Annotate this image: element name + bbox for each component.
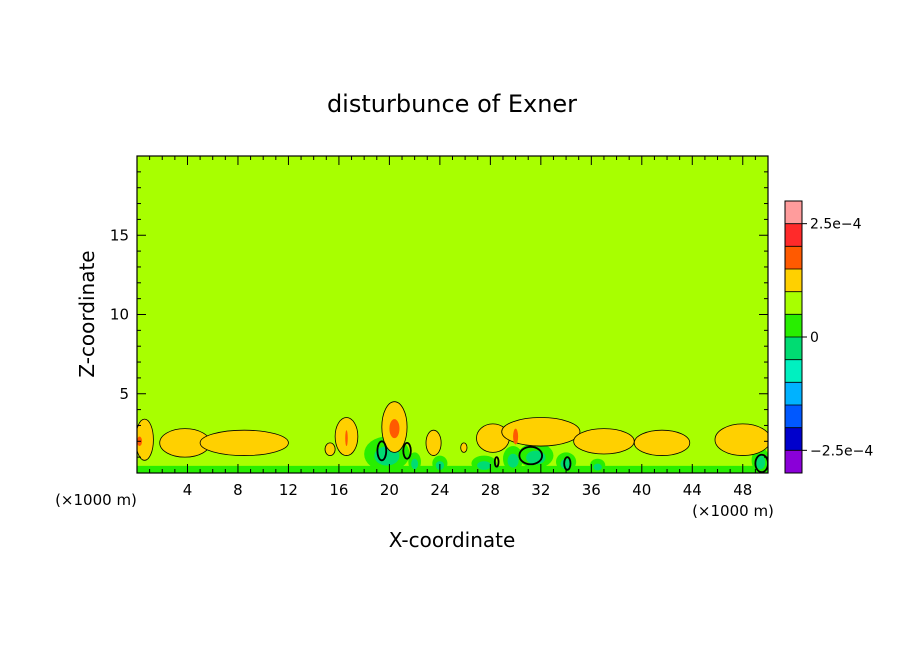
colorbar-swatch bbox=[785, 314, 802, 338]
negative-region bbox=[560, 458, 572, 470]
positive-region bbox=[425, 429, 442, 456]
colorbar-tick-label: 2.5e−4 bbox=[810, 217, 862, 233]
negative-region bbox=[755, 455, 766, 470]
y-axis-label: Z-coordinate bbox=[75, 250, 99, 377]
x-tick-label: 20 bbox=[380, 481, 399, 499]
strong-positive-spot bbox=[513, 428, 519, 445]
negative-region bbox=[411, 458, 419, 470]
x-unit-label-left: (×1000 m) bbox=[55, 491, 137, 509]
strong-positive-spot bbox=[389, 419, 400, 439]
negative-region bbox=[507, 453, 519, 468]
colorbar-swatch bbox=[785, 337, 802, 361]
x-tick-label: 28 bbox=[481, 481, 500, 499]
negative-region bbox=[593, 463, 602, 471]
colorbar-swatch bbox=[785, 291, 802, 315]
y-tick-label: 10 bbox=[110, 306, 129, 324]
x-tick-label: 8 bbox=[233, 481, 243, 499]
colorbar-tick-label: 0 bbox=[810, 330, 819, 346]
colorbar-swatch bbox=[785, 201, 802, 225]
x-tick-label: 40 bbox=[632, 481, 651, 499]
x-axis: 4 8 12 16 20 24 28 32 36 40 44 48 bbox=[149, 156, 756, 499]
x-axis-label: X-coordinate bbox=[389, 528, 516, 552]
x-tick-label: 36 bbox=[582, 481, 601, 499]
positive-region bbox=[460, 442, 468, 453]
colorbar-swatch bbox=[785, 382, 802, 406]
colorbar-swatch bbox=[785, 269, 802, 293]
negative-contour bbox=[563, 456, 572, 471]
colorbar-swatch bbox=[785, 405, 802, 429]
x-tick-label: 4 bbox=[183, 481, 193, 499]
positive-region bbox=[714, 423, 768, 456]
y-tick-label: 5 bbox=[119, 385, 129, 403]
negative-region bbox=[477, 461, 491, 470]
positive-region bbox=[573, 428, 635, 455]
colorbar-tick-label: −2.5e−4 bbox=[810, 443, 873, 459]
negative-contour bbox=[493, 456, 500, 468]
x-tick-label: 24 bbox=[430, 481, 449, 499]
x-tick-label: 48 bbox=[733, 481, 752, 499]
colorbar-swatch bbox=[785, 427, 802, 451]
colorbar-swatch bbox=[785, 450, 802, 474]
negative-contour bbox=[376, 440, 388, 462]
colorbar: 2.5e−4 0 −2.5e−4 bbox=[784, 200, 873, 474]
x-unit-label-right: (×1000 m) bbox=[692, 502, 774, 520]
y-tick-label: 15 bbox=[110, 226, 129, 244]
negative-contour bbox=[754, 453, 768, 473]
colorbar-swatch bbox=[785, 246, 802, 270]
x-tick-label: 32 bbox=[531, 481, 550, 499]
x-tick-label: 12 bbox=[279, 481, 298, 499]
strong-positive-spot bbox=[345, 430, 348, 447]
colorbar-swatch bbox=[785, 359, 802, 383]
negative-contour bbox=[402, 441, 412, 460]
positive-region bbox=[633, 429, 691, 456]
plot-background bbox=[137, 156, 768, 473]
x-tick-label: 16 bbox=[329, 481, 348, 499]
colorbar-swatch bbox=[785, 223, 802, 247]
positive-region bbox=[199, 429, 289, 456]
chart-title: disturbunce of Exner bbox=[327, 90, 577, 118]
negative-contour bbox=[518, 445, 544, 466]
y-axis: 5 10 15 bbox=[110, 171, 768, 458]
positive-region bbox=[137, 418, 154, 461]
positive-region bbox=[501, 417, 581, 447]
x-tick-label: 44 bbox=[683, 481, 702, 499]
positive-region bbox=[324, 442, 336, 456]
